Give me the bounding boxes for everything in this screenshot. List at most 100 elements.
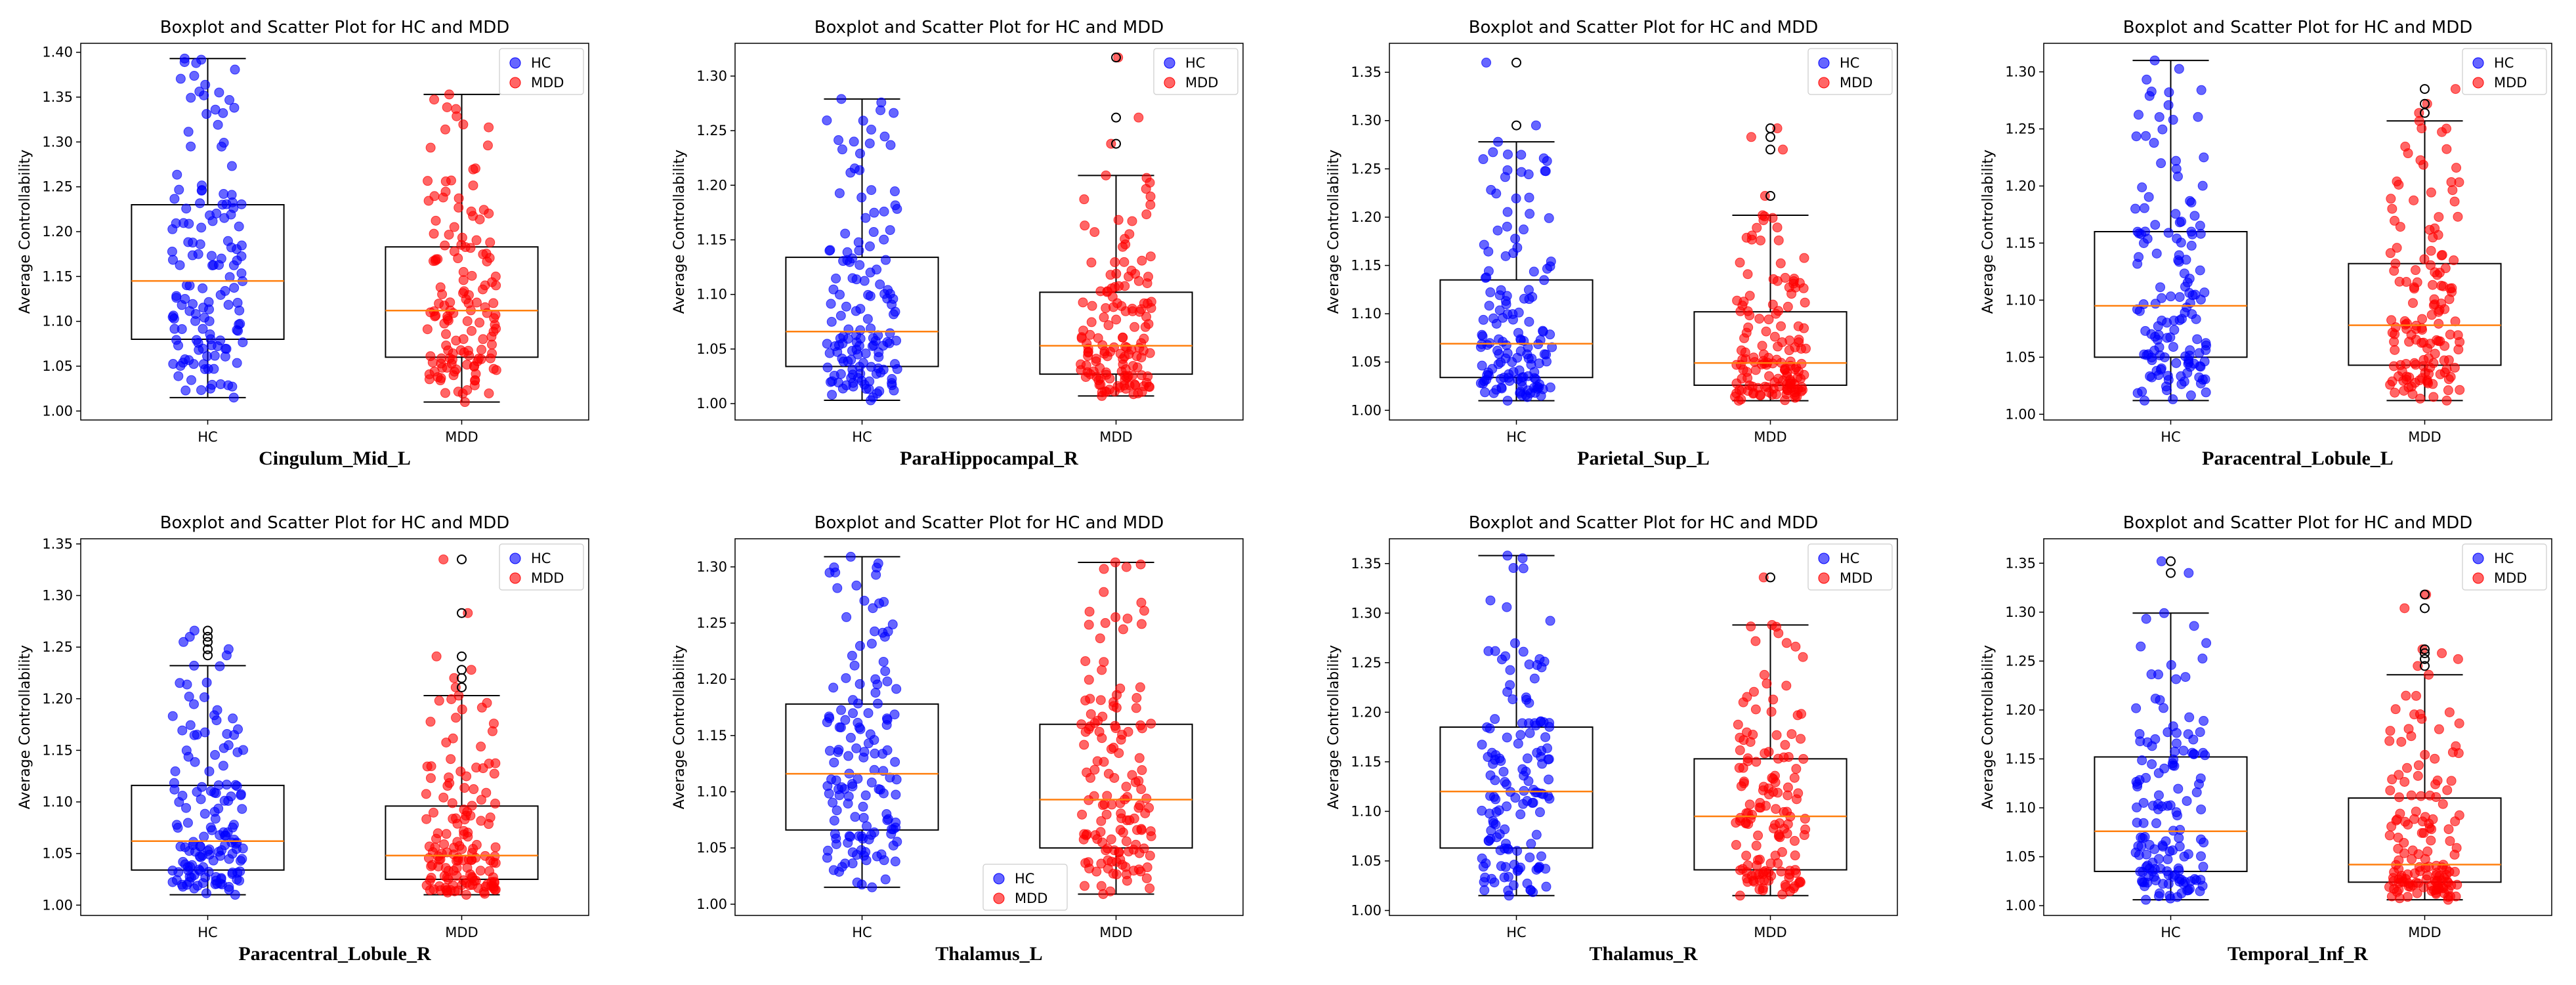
scatter-point [218,761,228,771]
scatter-point [1504,891,1514,901]
scatter-point [475,214,485,224]
scatter-point [448,814,458,824]
scatter-point [177,725,188,736]
scatter-point [422,761,433,772]
scatter-point [866,185,877,196]
scatter-point [1145,850,1155,861]
scatter-point [847,345,857,356]
scatter-point [2159,763,2170,774]
scatter-point [1134,848,1145,858]
scatter-point [1120,306,1131,316]
scatter-point [1529,367,1540,377]
legend-marker-mdd [2472,77,2484,89]
scatter-point [1139,606,1149,616]
scatter-point [840,715,851,725]
scatter-point [837,782,847,793]
scatter-point [2395,222,2405,232]
scatter-point [1076,719,1087,730]
x-tick-label-mdd: MDD [445,925,478,940]
scatter-point [195,239,205,249]
scatter-point [1117,730,1128,740]
scatter-point [1754,314,1765,324]
scatter-point [855,640,865,651]
scatter-point [487,348,497,359]
scatter-point [2140,226,2151,237]
scatter-point [189,660,200,671]
y-tick-label: 1.25 [696,616,727,631]
scatter-point [2447,185,2458,196]
scatter-point [2138,299,2149,310]
scatter-point [169,194,180,204]
scatter-point [1486,184,1496,195]
scatter-point [188,699,199,709]
scatter-point [1741,232,1752,243]
scatter-point [488,364,499,374]
scatter-point [2201,345,2211,355]
scatter-point [2179,268,2189,279]
scatter-point [454,193,464,203]
scatter-point [213,341,223,352]
scatter-point [167,711,178,721]
scatter-point [2153,669,2164,680]
scatter-point [1772,222,1783,233]
scatter-point [1146,719,1156,729]
scatter-point [490,758,501,768]
scatter-point [872,698,883,709]
y-tick-label: 1.05 [1351,354,1382,370]
outlier-marker [1765,572,1775,583]
scatter-point [2189,211,2200,221]
x-tick-label-mdd: MDD [1754,429,1786,445]
scatter-point [1757,341,1767,351]
scatter-point [439,839,450,849]
scatter-point [223,740,234,751]
scatter-point [1800,814,1810,824]
scatter-point [1777,337,1787,347]
scatter-point [1771,730,1782,740]
scatter-point [879,206,889,217]
scatter-point [2390,329,2400,339]
scatter-point [434,299,444,309]
scatter-point [1545,616,1555,626]
scatter-point [210,879,221,889]
scatter-point [2394,885,2404,895]
plot-frame [1389,538,1898,916]
scatter-point [1133,803,1144,813]
scatter-point [1494,305,1505,316]
scatter-point [462,360,473,370]
scatter-point [1120,351,1130,362]
outlier-marker [203,650,213,661]
scatter-point [2191,875,2202,885]
scatter-point [843,324,854,335]
scatter-point [1773,753,1783,764]
scatter-point [199,831,209,842]
scatter-point [1793,321,1804,331]
scatter-point [224,854,234,864]
scatter-point [824,348,835,358]
scatter-point [1510,234,1521,244]
box-iqr [1039,291,1193,375]
scatter-point [207,260,218,270]
scatter-point [1745,737,1756,747]
scatter-point [1134,753,1145,763]
scatter-point [438,792,449,803]
legend-marker-hc [509,553,521,564]
y-tick-label: 1.10 [1351,306,1382,322]
scatter-point [1784,870,1795,880]
scatter-point [168,359,179,369]
scatter-point [2413,661,2423,671]
scatter-point [233,724,243,734]
scatter-point [427,860,438,870]
scatter-point [834,866,845,877]
y-tick-label: 1.25 [42,179,73,195]
scatter-point [1494,829,1505,839]
scatter-point [1508,563,1519,574]
scatter-point [2168,394,2178,404]
scatter-point [463,345,473,356]
plot-frame [2043,43,2552,421]
y-tick-label: 1.20 [42,691,73,707]
scatter-point [425,717,436,727]
scatter-point [1531,829,1542,840]
scatter-point [1141,184,1151,194]
scatter-point [869,207,879,218]
scatter-point [448,733,458,744]
